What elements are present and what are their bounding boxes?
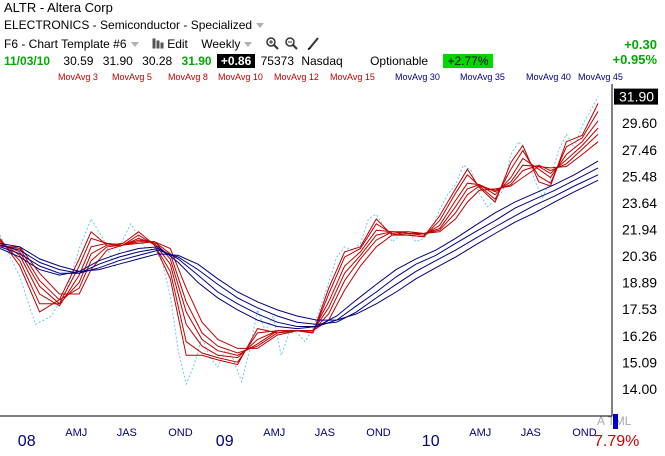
edit-button[interactable]: Edit: [152, 37, 188, 51]
legend-item-movavg-30: MovAvg 30: [395, 72, 440, 82]
series-line-movavg-40: [0, 174, 599, 325]
x-tick-quarter: AMJ: [263, 427, 285, 439]
series-line-movavg-10: [0, 127, 599, 356]
chevron-down-icon: [130, 42, 139, 48]
y-tick-label: 15.09: [622, 355, 657, 371]
y-tick-label: 27.46: [622, 142, 657, 158]
quote-low: 30.28: [142, 54, 173, 68]
last-price-badge: [614, 88, 658, 105]
x-tick-quarter: AMJ: [65, 427, 87, 439]
x-tick-quarter: JAS: [521, 427, 541, 439]
legend-item-movavg-40: MovAvg 40: [526, 72, 571, 82]
zoom-out-icon: [285, 37, 298, 50]
symbol-title-text: ALTR - Altera Corp: [4, 0, 113, 15]
quote-row: 11/03/10 30.59 31.90 30.28 31.90 +0.86 7…: [4, 54, 493, 68]
quote-open: 30.59: [63, 54, 94, 68]
period-label: Weekly: [201, 37, 241, 51]
x-tick-quarter: AMJ: [469, 427, 491, 439]
edit-label: Edit: [167, 37, 188, 51]
zoom-in-icon: [265, 37, 279, 50]
legend-item-movavg-35: MovAvg 35: [460, 72, 505, 82]
pct-right-value: +0.95%: [612, 52, 657, 67]
bottom-pct: 7.79%: [594, 433, 639, 451]
y-tick-label: 23.64: [622, 195, 657, 211]
y-tick-label: 14.00: [622, 381, 657, 397]
legend: MovAvg 3 MovAvg 5 MovAvg 8 MovAvg 10 MovAvg …: [58, 72, 623, 82]
x-tick-quarter: OND: [572, 427, 597, 439]
bottom-pct-value: 7.79%: [594, 433, 640, 450]
zoom-in-button[interactable]: [265, 37, 279, 51]
draw-button[interactable]: [307, 37, 320, 51]
quote-volume: 75373: [260, 54, 294, 68]
change-right: +0.30: [624, 38, 657, 52]
sector-selector[interactable]: ELECTRONICS - Semiconductor - Specialize…: [4, 18, 265, 32]
y-tick-label: 29.60: [622, 115, 657, 131]
x-axis: 08 AMJ JAS OND 09 AMJ JAS OND 10 AMJ JAS OND: [18, 427, 597, 450]
x-tick-quarter: JAS: [117, 427, 137, 439]
change-right-value: +0.30: [624, 37, 657, 52]
quote-high: 31.90: [102, 54, 133, 68]
legend-item-movavg-3: MovAvg 3: [58, 72, 98, 82]
pct-change-badge: +2.77%: [443, 54, 493, 68]
y-tick-label: 20.36: [622, 248, 657, 264]
change-badge: +0.86: [216, 54, 256, 68]
template-selector[interactable]: F6 - Chart Template #6: [4, 37, 139, 51]
legend-item-movavg-15: MovAvg 15: [330, 72, 375, 82]
zoom-out-button[interactable]: [285, 37, 298, 51]
last-price-label: 31.90: [619, 89, 654, 105]
y-tick-label: 21.94: [622, 222, 657, 238]
pencil-icon: [307, 37, 320, 51]
legend-item-movavg-12: MovAvg 12: [274, 72, 319, 82]
x-tick-quarter: OND: [168, 427, 193, 439]
quote-close: 31.90: [181, 54, 212, 68]
y-tick-label: 18.89: [622, 275, 657, 291]
toolbar: F6 - Chart Template #6 Edit Weekly: [4, 37, 329, 51]
quote-exchange: Nasdaq: [301, 54, 343, 68]
series-line-movavg-30: [0, 160, 599, 330]
x-tick-year: 09: [216, 433, 234, 450]
x-tick-year: 08: [18, 433, 36, 450]
y-tick-label: 16.26: [622, 328, 657, 344]
symbol-title[interactable]: ALTR - Altera Corp: [4, 1, 113, 15]
series-line-movavg-8: [0, 120, 599, 359]
pct-right: +0.95%: [613, 53, 657, 67]
sector-text: ELECTRONICS - Semiconductor - Specialize…: [4, 18, 253, 32]
chevron-down-icon: [244, 42, 253, 48]
y-tick-label: 17.53: [622, 301, 657, 317]
series-line-movavg-12: [0, 133, 599, 354]
quote-date: 11/03/10: [4, 54, 51, 68]
series-line-movavg-45: [0, 179, 599, 321]
chevron-down-icon: [256, 23, 265, 29]
x-tick-year: 10: [422, 433, 440, 450]
x-tick-quarter: JAS: [315, 427, 335, 439]
legend-item-movavg-5: MovAvg 5: [112, 72, 152, 82]
optionable-label: Optionable: [370, 54, 429, 68]
legend-item-movavg-45: MovAvg 45: [578, 72, 623, 82]
series-layer: [0, 96, 599, 386]
plot-area: [0, 84, 612, 416]
period-selector[interactable]: Weekly: [201, 37, 253, 51]
legend-item-movavg-10: MovAvg 10: [218, 72, 263, 82]
y-tick-label: 25.48: [622, 168, 657, 184]
template-label: F6 - Chart Template #6: [4, 37, 127, 51]
indicator-marker: [613, 414, 618, 429]
grid-icon: [152, 38, 164, 49]
x-tick-quarter: OND: [366, 427, 391, 439]
series-line-movavg-35: [0, 167, 599, 327]
legend-item-movavg-8: MovAvg 8: [168, 72, 208, 82]
y-axis: 29.60 27.46 25.48 23.64 21.94 20.36 18.89 17.53…: [614, 88, 658, 397]
